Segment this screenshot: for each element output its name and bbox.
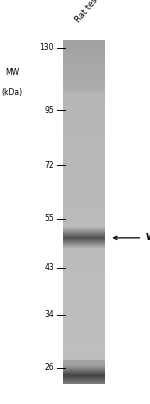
Text: 95: 95: [44, 106, 54, 115]
Text: 26: 26: [44, 363, 54, 372]
Text: 55: 55: [44, 215, 54, 223]
Text: Wnt1: Wnt1: [146, 234, 150, 242]
Text: (kDa): (kDa): [2, 88, 22, 97]
Text: Rat testis: Rat testis: [74, 0, 106, 24]
Text: 72: 72: [44, 161, 54, 170]
Text: 130: 130: [39, 43, 54, 53]
Text: 34: 34: [44, 310, 54, 319]
Text: 43: 43: [44, 263, 54, 272]
Text: MW: MW: [5, 68, 19, 77]
